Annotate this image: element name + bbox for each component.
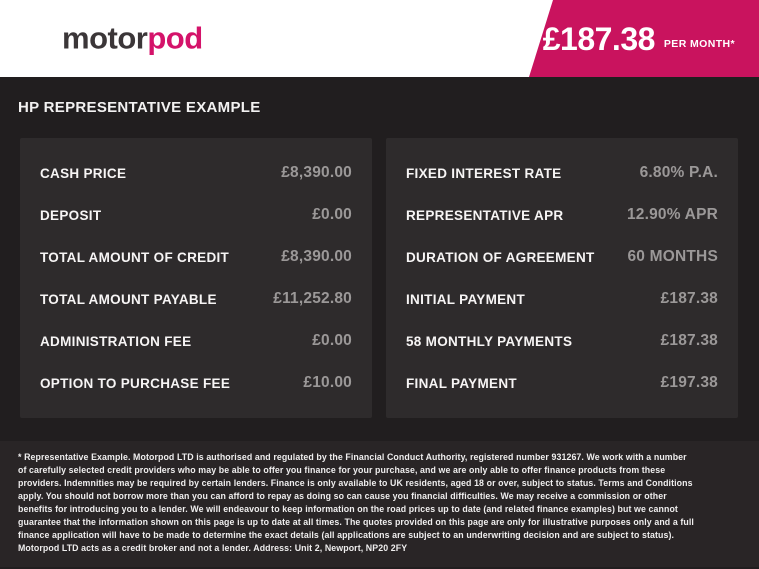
row-label: TOTAL AMOUNT OF CREDIT — [40, 249, 230, 265]
row-label: 58 MONTHLY PAYMENTS — [406, 333, 573, 349]
finance-panels: CASH PRICE £8,390.00 DEPOSIT £0.00 TOTAL… — [0, 138, 759, 418]
table-row: FINAL PAYMENT £197.38 — [406, 374, 718, 392]
table-row: TOTAL AMOUNT PAYABLE £11,252.80 — [40, 290, 352, 308]
monthly-price-suffix: PER MONTH* — [663, 37, 735, 50]
row-value: 60 MONTHS — [627, 248, 718, 265]
table-row: CASH PRICE £8,390.00 — [40, 164, 352, 182]
table-row: ADMINISTRATION FEE £0.00 — [40, 332, 352, 350]
row-label: DEPOSIT — [40, 207, 102, 223]
row-value: £11,252.80 — [273, 290, 352, 307]
table-row: DURATION OF AGREEMENT 60 MONTHS — [406, 248, 718, 266]
table-row: 58 MONTHLY PAYMENTS £187.38 — [406, 332, 718, 350]
logo-text-pod: pod — [147, 19, 203, 55]
disclaimer-text: * Representative Example. Motorpod LTD i… — [18, 452, 694, 553]
row-label: FINAL PAYMENT — [406, 375, 517, 391]
row-label: FIXED INTEREST RATE — [406, 165, 562, 181]
footer-band: * Representative Example. Motorpod LTD i… — [0, 441, 759, 567]
monthly-price-amount: £187.38 — [542, 20, 656, 57]
monthly-price-ribbon: £187.38 PER MONTH* — [529, 0, 759, 77]
row-label: REPRESENTATIVE APR — [406, 207, 564, 223]
table-row: INITIAL PAYMENT £187.38 — [406, 290, 718, 308]
page-title: HP REPRESENTATIVE EXAMPLE — [18, 99, 261, 116]
header: motorpod £187.38 PER MONTH* — [0, 0, 759, 77]
row-value: £10.00 — [303, 374, 352, 391]
row-value: 6.80% P.A. — [639, 164, 718, 181]
finance-panel-left: CASH PRICE £8,390.00 DEPOSIT £0.00 TOTAL… — [20, 138, 372, 418]
row-label: CASH PRICE — [40, 165, 127, 181]
row-label: OPTION TO PURCHASE FEE — [40, 375, 231, 391]
row-value: £0.00 — [312, 206, 352, 223]
finance-panel-right: FIXED INTEREST RATE 6.80% P.A. REPRESENT… — [386, 138, 738, 418]
table-row: REPRESENTATIVE APR 12.90% APR — [406, 206, 718, 224]
table-row: TOTAL AMOUNT OF CREDIT £8,390.00 — [40, 248, 352, 266]
table-row: FIXED INTEREST RATE 6.80% P.A. — [406, 164, 718, 182]
row-value: £8,390.00 — [281, 164, 352, 181]
motorpod-logo: motorpod — [62, 22, 203, 53]
row-value: 12.90% APR — [626, 206, 718, 223]
row-label: DURATION OF AGREEMENT — [406, 249, 595, 265]
row-value: £8,390.00 — [281, 248, 352, 265]
row-label: TOTAL AMOUNT PAYABLE — [40, 291, 217, 307]
row-label: INITIAL PAYMENT — [406, 291, 526, 307]
logo-text-motor: motor — [62, 19, 148, 55]
row-value: £187.38 — [660, 290, 718, 307]
row-value: £0.00 — [312, 332, 352, 349]
row-value: £197.38 — [660, 374, 718, 391]
table-row: DEPOSIT £0.00 — [40, 206, 352, 224]
table-row: OPTION TO PURCHASE FEE £10.00 — [40, 374, 352, 392]
row-label: ADMINISTRATION FEE — [40, 333, 192, 349]
row-value: £187.38 — [660, 332, 718, 349]
